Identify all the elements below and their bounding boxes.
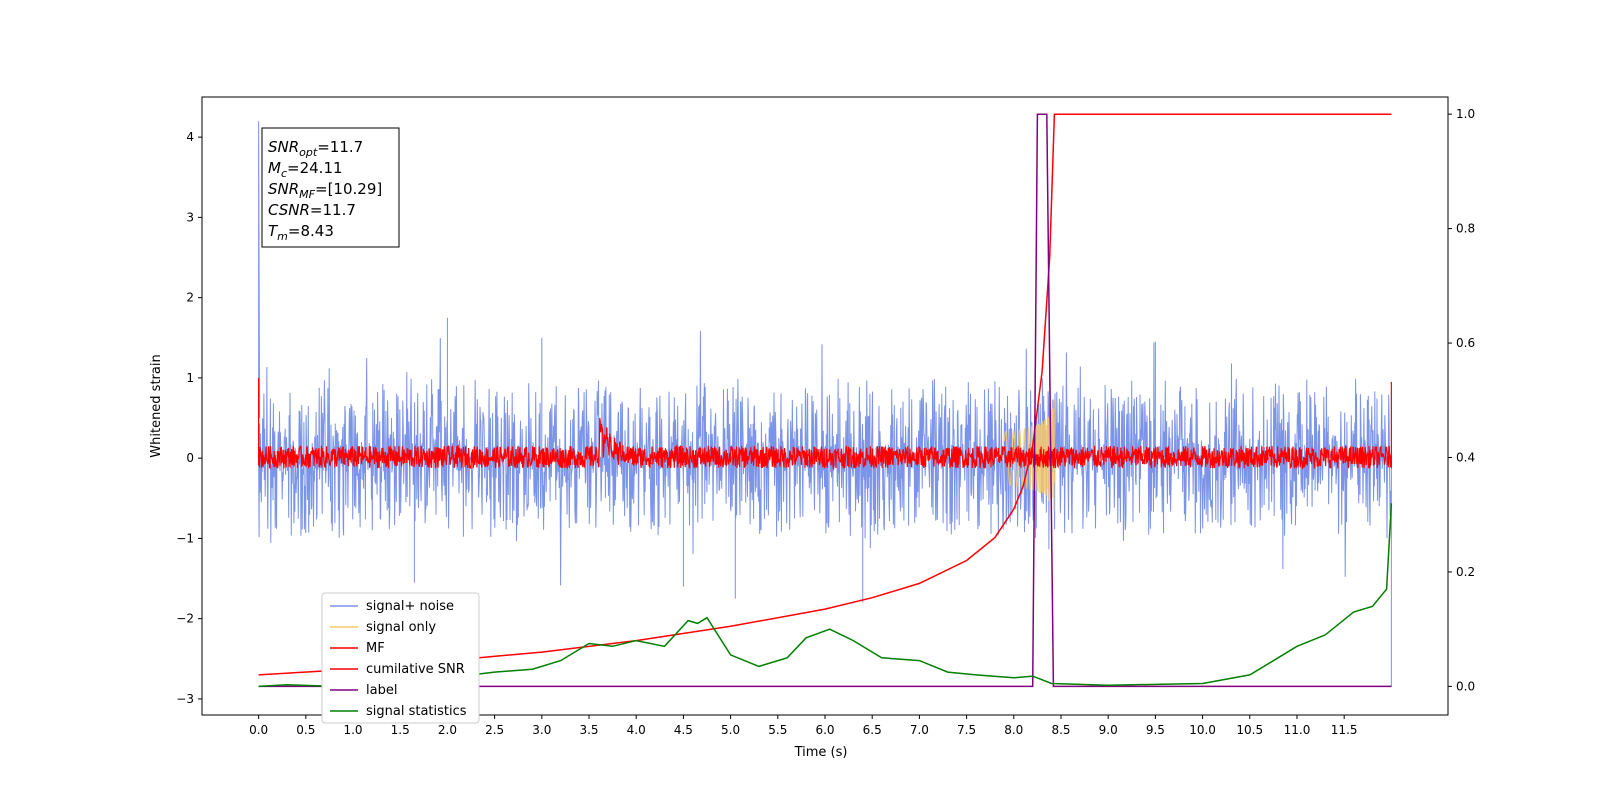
legend-label: cumilative SNR <box>366 662 465 677</box>
y-right-tick-label: 0.6 <box>1456 336 1475 350</box>
annotation-frame <box>261 127 400 248</box>
x-tick-label: 11.5 <box>1331 723 1358 737</box>
legend-label: label <box>366 683 397 698</box>
y-axis-left: −3 −2 −1 0 1 2 3 4 <box>176 130 202 706</box>
x-tick-label: 5.0 <box>721 723 740 737</box>
x-tick-label: 0.5 <box>296 723 315 737</box>
annotation-line: Tm=8.43 <box>268 222 334 243</box>
series-mf-line <box>258 377 1392 470</box>
series-label-line <box>258 113 1392 688</box>
annotation-subscript: m <box>277 230 288 243</box>
y-right-tick-label: 0.4 <box>1456 451 1475 465</box>
x-tick-label: 8.5 <box>1051 723 1070 737</box>
legend-label: signal+ noise <box>366 599 454 614</box>
x-tick-label: 2.5 <box>485 723 504 737</box>
annotation-symbol: T <box>268 222 279 240</box>
x-tick-label: 1.5 <box>391 723 410 737</box>
y-right-tick-label: 0.2 <box>1456 565 1475 579</box>
annotation-subscript: c <box>281 167 287 180</box>
x-tick-label: 5.5 <box>768 723 787 737</box>
series-cumulative-snr-line <box>258 113 1392 676</box>
x-axis: 0.0 0.5 1.0 1.5 2.0 2.5 3.0 3.5 4.0 4.5 5.0 5.5 6.0 6… <box>249 715 1358 737</box>
x-axis-label: Time (s) <box>794 745 848 760</box>
x-tick-label: 2.0 <box>438 723 457 737</box>
y-left-tick-label: 1 <box>186 371 194 385</box>
annotation-value: =8.43 <box>288 222 334 240</box>
legend-label: signal only <box>366 620 436 635</box>
series-signal-noise-line <box>258 121 1392 687</box>
y-axis-label: Whitened strain <box>149 354 164 457</box>
series-signal-statistics-line <box>258 503 1393 688</box>
y-left-tick-label: 3 <box>186 210 194 224</box>
x-tick-label: 4.5 <box>674 723 693 737</box>
x-tick-label: 7.0 <box>910 723 929 737</box>
data-layer <box>258 113 1393 688</box>
legend-label: MF <box>366 641 385 656</box>
annotation-line: SNRMF=[10.29] <box>268 180 382 201</box>
x-tick-label: 7.5 <box>957 723 976 737</box>
annotation-symbol: CSNR <box>268 201 310 219</box>
annotation-box: SNRopt=11.7Mc=24.11SNRMF=[10.29]CSNR=11.… <box>261 127 400 248</box>
x-tick-label: 3.0 <box>532 723 551 737</box>
annotation-subscript: MF <box>299 188 315 201</box>
y-left-tick-label: −1 <box>176 531 194 545</box>
y-right-tick-label: 0.8 <box>1456 222 1475 236</box>
x-tick-label: 9.0 <box>1099 723 1118 737</box>
y-left-tick-label: 4 <box>186 130 194 144</box>
annotation-symbol: SNR <box>268 138 299 156</box>
x-tick-label: 1.0 <box>343 723 362 737</box>
x-tick-label: 6.0 <box>815 723 834 737</box>
y-right-tick-label: 1.0 <box>1456 107 1475 121</box>
x-tick-label: 8.0 <box>1004 723 1023 737</box>
legend-frame <box>321 592 480 724</box>
annotation-value: =24.11 <box>287 159 343 177</box>
y-axis-right: 0.0 0.2 0.4 0.6 0.8 1.0 <box>1448 107 1475 693</box>
x-tick-label: 10.0 <box>1189 723 1216 737</box>
annotation-symbol: SNR <box>268 180 299 198</box>
annotation-value: =11.7 <box>310 201 356 219</box>
annotation-symbol: M <box>268 159 281 177</box>
y-left-tick-label: 2 <box>186 291 194 305</box>
x-tick-label: 9.5 <box>1146 723 1165 737</box>
x-tick-label: 11.0 <box>1284 723 1311 737</box>
y-right-tick-label: 0.0 <box>1456 679 1475 693</box>
annotation-value: =11.7 <box>317 138 363 156</box>
legend: signal+ noise signal only MF cumilative SNR… <box>321 592 480 724</box>
annotation-line: SNRopt=11.7 <box>268 138 363 159</box>
y-left-tick-label: −3 <box>176 692 194 706</box>
annotation-value: =[10.29] <box>315 180 382 198</box>
y-left-tick-label: 0 <box>186 451 194 465</box>
x-tick-label: 0.0 <box>249 723 268 737</box>
legend-label: signal statistics <box>366 704 467 719</box>
x-tick-label: 10.5 <box>1236 723 1263 737</box>
annotation-line: Mc=24.11 <box>268 159 343 180</box>
y-left-tick-label: −2 <box>176 612 194 626</box>
x-tick-label: 4.0 <box>627 723 646 737</box>
annotation-line: CSNR=11.7 <box>268 201 356 219</box>
x-tick-label: 3.5 <box>579 723 598 737</box>
x-tick-label: 6.5 <box>863 723 882 737</box>
annotation-subscript: opt <box>299 146 318 159</box>
